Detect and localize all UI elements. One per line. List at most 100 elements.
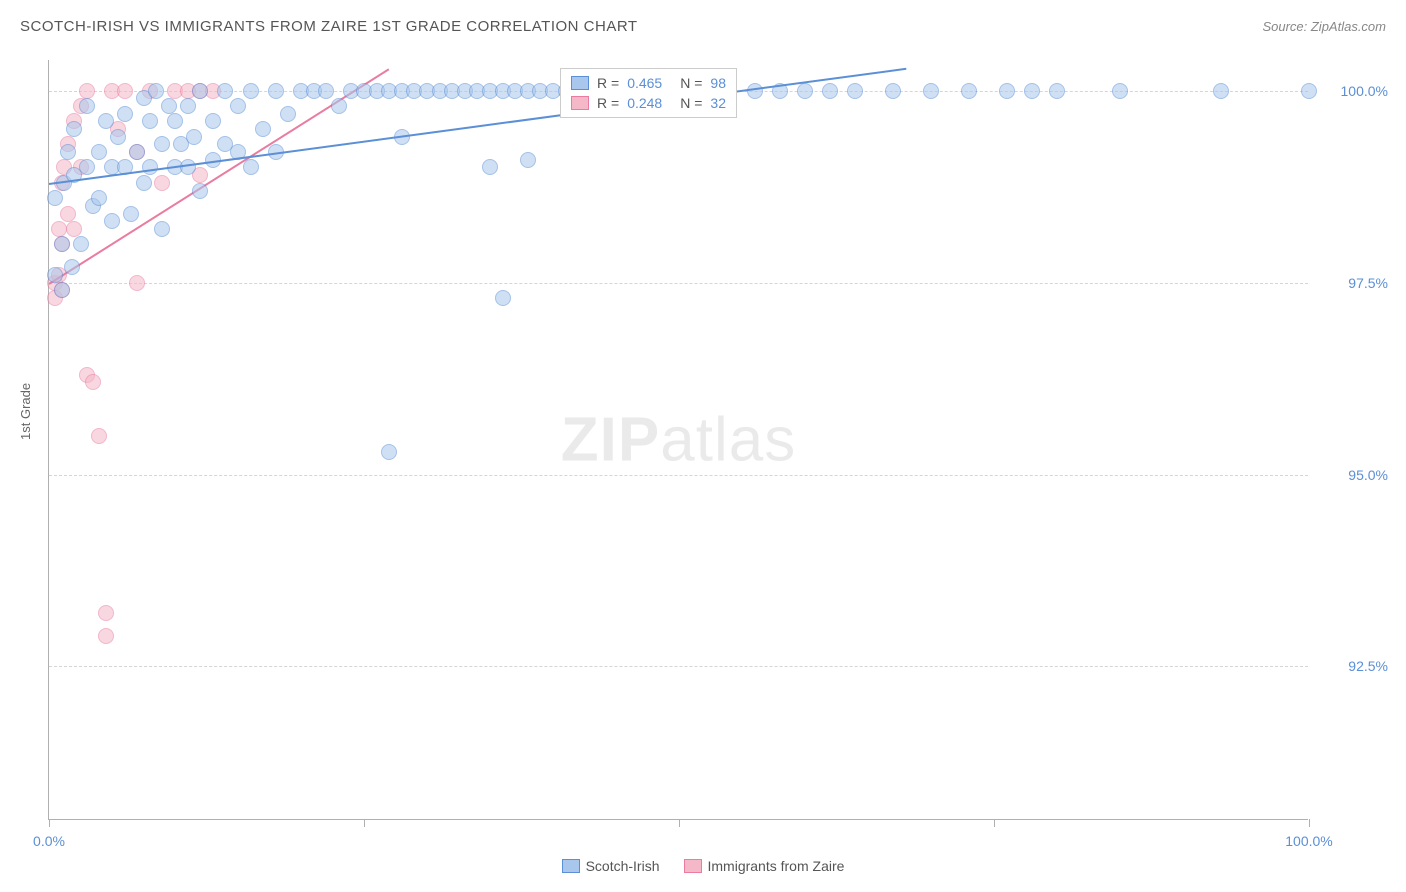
data-point-b [154, 175, 170, 191]
watermark-atlas: atlas [660, 405, 796, 474]
data-point-a [1024, 83, 1040, 99]
data-point-a [230, 98, 246, 114]
data-point-a [482, 159, 498, 175]
data-point-a [54, 236, 70, 252]
data-point-a [1213, 83, 1229, 99]
data-point-b [117, 83, 133, 99]
y-tick-label: 100.0% [1318, 83, 1388, 99]
data-point-a [110, 129, 126, 145]
x-tick [679, 819, 680, 827]
data-point-a [180, 159, 196, 175]
data-point-a [205, 113, 221, 129]
n-value: 98 [710, 75, 726, 91]
data-point-a [923, 83, 939, 99]
data-point-a [129, 144, 145, 160]
data-point-a [60, 144, 76, 160]
data-point-a [243, 83, 259, 99]
data-point-a [79, 98, 95, 114]
bottom-legend: Scotch-Irish Immigrants from Zaire [0, 858, 1406, 874]
data-point-a [243, 159, 259, 175]
data-point-a [999, 83, 1015, 99]
data-point-a [47, 190, 63, 206]
data-point-a [217, 83, 233, 99]
stats-legend: R = 0.465 N = 98 R = 0.248N = 32 [560, 68, 737, 118]
data-point-a [148, 83, 164, 99]
data-point-a [123, 206, 139, 222]
data-point-a [186, 129, 202, 145]
data-point-a [154, 136, 170, 152]
x-tick [364, 819, 365, 827]
data-point-a [180, 98, 196, 114]
data-point-b [98, 628, 114, 644]
data-point-a [268, 83, 284, 99]
source-attribution: Source: ZipAtlas.com [1262, 19, 1386, 34]
x-tick [1309, 819, 1310, 827]
data-point-b [60, 206, 76, 222]
stats-swatch-b [571, 96, 589, 110]
r-label: R = [597, 75, 619, 91]
data-point-a [79, 159, 95, 175]
n-value: 32 [710, 95, 726, 111]
data-point-a [797, 83, 813, 99]
data-point-a [1049, 83, 1065, 99]
r-label: R = [597, 95, 619, 111]
stats-row-b: R = 0.248N = 32 [571, 93, 726, 113]
gridline [49, 283, 1308, 284]
r-value: 0.465 [627, 75, 662, 91]
scatter-plot-area: ZIPatlas 92.5%95.0%97.5%100.0%0.0%100.0% [48, 60, 1308, 820]
watermark: ZIPatlas [561, 404, 796, 475]
data-point-a [495, 290, 511, 306]
data-point-b [51, 221, 67, 237]
data-point-b [66, 221, 82, 237]
data-point-b [129, 275, 145, 291]
data-point-a [66, 121, 82, 137]
data-point-a [98, 113, 114, 129]
chart-title: SCOTCH-IRISH VS IMMIGRANTS FROM ZAIRE 1S… [20, 18, 638, 35]
data-point-a [961, 83, 977, 99]
legend-label-b: Immigrants from Zaire [708, 858, 845, 874]
y-tick-label: 95.0% [1318, 467, 1388, 483]
data-point-a [142, 113, 158, 129]
y-axis-title: 1st Grade [18, 383, 33, 440]
data-point-b [79, 83, 95, 99]
data-point-a [104, 213, 120, 229]
source-name: ZipAtlas.com [1311, 19, 1386, 34]
x-tick [994, 819, 995, 827]
y-tick-label: 92.5% [1318, 658, 1388, 674]
data-point-a [280, 106, 296, 122]
data-point-b [98, 605, 114, 621]
data-point-a [1112, 83, 1128, 99]
data-point-a [192, 183, 208, 199]
data-point-a [117, 106, 133, 122]
data-point-a [520, 152, 536, 168]
watermark-zip: ZIP [561, 405, 660, 474]
source-prefix: Source: [1262, 19, 1310, 34]
data-point-a [154, 221, 170, 237]
data-point-a [54, 282, 70, 298]
data-point-a [822, 83, 838, 99]
data-point-a [255, 121, 271, 137]
data-point-a [161, 98, 177, 114]
data-point-a [47, 267, 63, 283]
stats-swatch-a [571, 76, 589, 90]
data-point-a [91, 144, 107, 160]
r-value: 0.248 [627, 95, 662, 111]
gridline [49, 475, 1308, 476]
data-point-a [167, 113, 183, 129]
data-point-a [885, 83, 901, 99]
x-tick-label-right: 100.0% [1285, 833, 1332, 849]
data-point-a [381, 444, 397, 460]
n-label: N = [680, 75, 702, 91]
stats-row-a: R = 0.465 N = 98 [571, 73, 726, 93]
data-point-a [847, 83, 863, 99]
data-point-a [1301, 83, 1317, 99]
x-tick [49, 819, 50, 827]
gridline [49, 666, 1308, 667]
data-point-a [91, 190, 107, 206]
data-point-a [142, 159, 158, 175]
data-point-b [85, 374, 101, 390]
x-tick-label-left: 0.0% [33, 833, 65, 849]
legend-item-b: Immigrants from Zaire [684, 858, 845, 874]
data-point-a [73, 236, 89, 252]
data-point-a [331, 98, 347, 114]
